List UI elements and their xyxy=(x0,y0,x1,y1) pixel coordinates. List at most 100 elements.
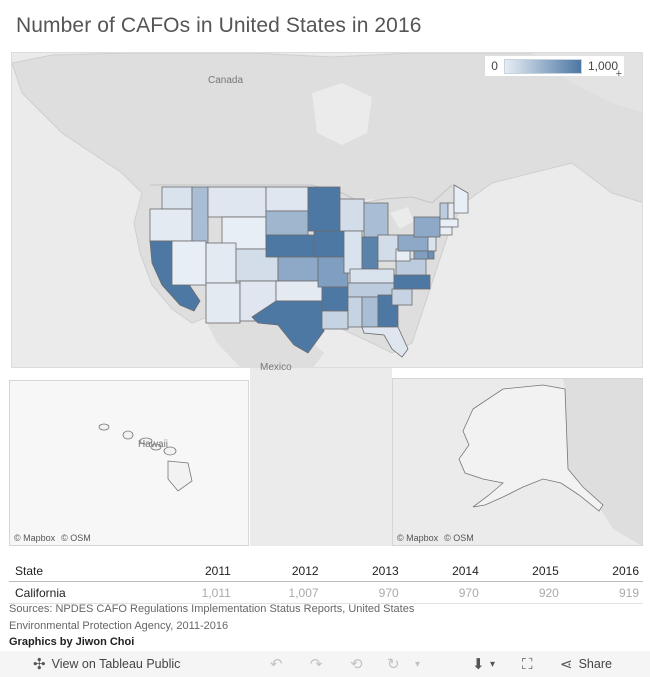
cell-2013: 970 xyxy=(322,581,403,604)
table-row[interactable]: California 1,011 1,007 970 970 920 919 xyxy=(9,581,643,604)
col-header-2011: 2011 xyxy=(149,560,235,582)
legend-min-label: 0 xyxy=(491,59,498,73)
cell-state: California xyxy=(9,581,150,604)
state-tx xyxy=(251,300,325,354)
undo-icon[interactable]: ↶ xyxy=(270,656,283,673)
state-ms xyxy=(347,296,363,328)
cell-2011: 1,011 xyxy=(149,581,235,604)
map-label-mexico: Mexico xyxy=(260,362,292,373)
state-al xyxy=(361,296,379,328)
state-va xyxy=(395,258,427,276)
state-de xyxy=(427,250,435,260)
view-on-tableau-button[interactable]: ✣ View on Tableau Public xyxy=(33,655,180,673)
osm-attribution[interactable]: © OSM xyxy=(61,533,91,543)
revert-icon[interactable]: ⟲ xyxy=(350,656,363,673)
fullscreen-icon[interactable]: ⛶ xyxy=(522,655,533,673)
refresh-icon[interactable]: ↻ xyxy=(387,656,400,673)
state-az xyxy=(205,282,241,324)
canada-border xyxy=(150,184,453,204)
table-header-row: State 2011 2012 2013 2014 2015 2016 xyxy=(9,560,643,582)
state-oh xyxy=(377,234,399,262)
state-mt xyxy=(207,186,267,218)
share-icon: ⋖ xyxy=(560,656,573,673)
state-nh xyxy=(447,202,455,220)
map-attribution: © Mapbox © OSM xyxy=(14,533,91,543)
osm-attribution[interactable]: © OSM xyxy=(444,533,474,543)
cell-2014: 970 xyxy=(402,581,483,604)
us-states xyxy=(149,184,469,358)
col-header-2016: 2016 xyxy=(562,560,643,582)
map-attribution-alaska: © Mapbox © OSM xyxy=(397,533,474,543)
mexico-area: Mexico xyxy=(250,362,392,546)
hawaii-inset-map[interactable]: Hawaii © Mapbox © OSM xyxy=(9,380,249,546)
map-label-canada: Canada xyxy=(208,75,244,86)
legend-gradient xyxy=(503,58,582,74)
state-il xyxy=(343,230,363,274)
col-header-2013: 2013 xyxy=(322,560,403,582)
main-map[interactable]: 0 1,000 + Canada xyxy=(11,52,643,368)
state-nj xyxy=(427,236,437,252)
cell-2015: 920 xyxy=(482,581,563,604)
state-wa xyxy=(161,186,193,210)
view-on-tableau-label: View on Tableau Public xyxy=(51,657,181,671)
state-ok xyxy=(275,280,323,302)
col-header-2012: 2012 xyxy=(234,560,323,582)
credit-text: Graphics by Jiwon Choi xyxy=(9,636,135,648)
cafo-table: State 2011 2012 2013 2014 2015 2016 Cali… xyxy=(9,560,643,604)
hawaii-canvas xyxy=(98,423,193,492)
download-icon[interactable]: ⬇ xyxy=(472,656,485,673)
cell-2016: 919 xyxy=(562,581,643,604)
state-or xyxy=(149,208,193,242)
state-ny xyxy=(413,216,441,238)
hawaii-islands xyxy=(98,423,193,492)
share-label: Share xyxy=(578,657,612,671)
redo-icon[interactable]: ↷ xyxy=(310,656,323,673)
state-wi xyxy=(339,198,365,232)
cell-2012: 1,007 xyxy=(234,581,323,604)
col-header-2014: 2014 xyxy=(402,560,483,582)
state-ia xyxy=(313,230,345,258)
color-legend: 0 1,000 xyxy=(485,56,624,76)
hudson-bay xyxy=(312,83,372,145)
state-id xyxy=(191,186,209,244)
map-label-hawaii: Hawaii xyxy=(138,439,169,450)
state-ks xyxy=(277,256,319,282)
state-ma xyxy=(439,218,459,228)
state-ak xyxy=(458,384,604,512)
state-ct xyxy=(439,226,453,236)
state-vt xyxy=(439,202,449,220)
state-md xyxy=(413,250,429,260)
mapbox-attribution[interactable]: © Mapbox xyxy=(397,533,439,543)
state-in xyxy=(361,236,379,270)
state-sd xyxy=(265,210,309,236)
tableau-toolbar: ✣ View on Tableau Public ↶ ↷ ⟲ ↻ ▾ ⬇ ▾ ⛶… xyxy=(0,651,650,677)
state-ne xyxy=(265,234,315,258)
state-la xyxy=(321,310,349,330)
state-me xyxy=(453,184,469,214)
state-nd xyxy=(265,186,309,212)
refresh-dropdown-icon[interactable]: ▾ xyxy=(415,658,421,670)
tableau-logo-icon: ✣ xyxy=(33,656,46,673)
col-header-state: State xyxy=(9,560,150,582)
state-nv xyxy=(171,240,207,286)
state-mn xyxy=(307,186,341,232)
share-button[interactable]: ⋖ Share xyxy=(560,655,612,673)
plus-icon[interactable]: + xyxy=(615,68,622,80)
alaska-canvas xyxy=(458,379,642,545)
sources-text: Sources: NPDES CAFO Regulations Implemen… xyxy=(9,603,415,632)
state-ar xyxy=(321,286,349,312)
state-mi xyxy=(363,202,389,238)
alaska-inset-map[interactable]: © Mapbox © OSM xyxy=(392,378,643,546)
state-mo xyxy=(317,256,349,288)
page-title: Number of CAFOs in United States in 2016 xyxy=(16,14,422,37)
state-ut xyxy=(205,242,237,284)
state-fl xyxy=(361,326,409,358)
download-dropdown-icon[interactable]: ▾ xyxy=(490,658,496,670)
map-canvas[interactable] xyxy=(12,53,643,368)
col-header-2015: 2015 xyxy=(482,560,563,582)
legend-max-label: 1,000 xyxy=(587,59,618,73)
state-sc xyxy=(391,288,413,306)
state-ky xyxy=(349,268,395,284)
state-nc xyxy=(393,274,431,290)
mapbox-attribution[interactable]: © Mapbox xyxy=(14,533,56,543)
